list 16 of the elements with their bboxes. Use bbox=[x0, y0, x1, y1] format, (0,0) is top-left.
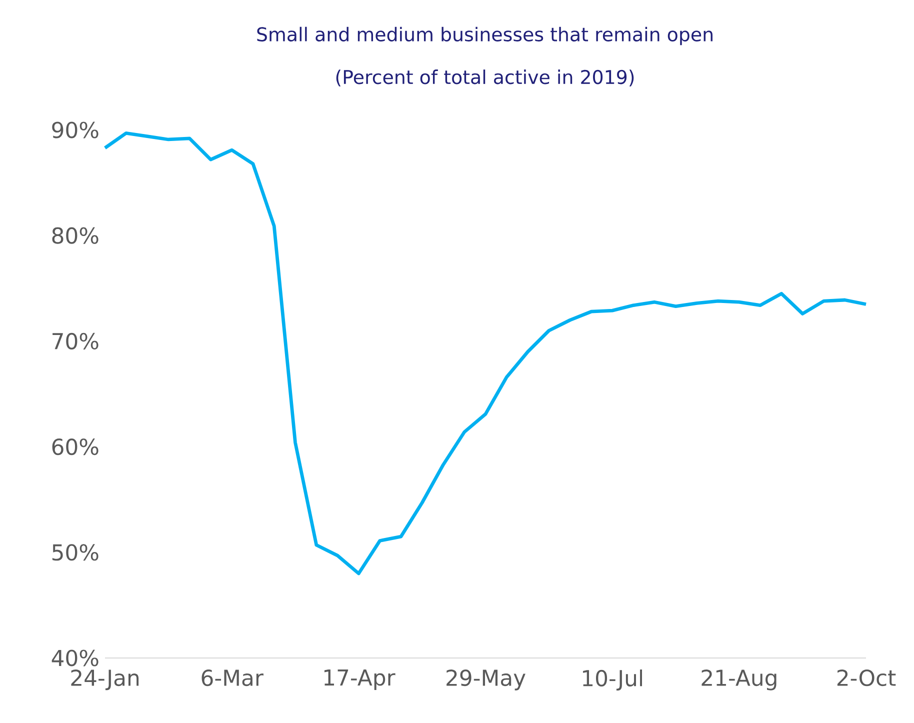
x-tick-label: 6-Mar bbox=[202, 670, 264, 686]
y-tick-label: 80% bbox=[52, 227, 98, 244]
chart-title: Small and medium businesses that remain open bbox=[257, 26, 712, 46]
x-tick-label: 24-Jan bbox=[71, 670, 139, 690]
y-tick-label: 70% bbox=[52, 332, 98, 350]
x-tick-label: 2-Oct bbox=[837, 670, 896, 686]
y-tick-label: 60% bbox=[52, 438, 98, 456]
x-tick-label: 29-May bbox=[446, 670, 526, 690]
x-tick-label: 21-Aug bbox=[702, 670, 776, 690]
x-tick-label: 10-Jul bbox=[583, 670, 642, 691]
line-series bbox=[103, 131, 868, 576]
y-tick-label: 50% bbox=[52, 544, 98, 561]
y-tick-label: 90% bbox=[52, 122, 98, 138]
x-tick-label: 17-Apr bbox=[324, 669, 396, 690]
chart-subtitle: (Percent of total active in 2019) bbox=[336, 70, 634, 86]
y-tick-label: 40% bbox=[52, 650, 98, 666]
